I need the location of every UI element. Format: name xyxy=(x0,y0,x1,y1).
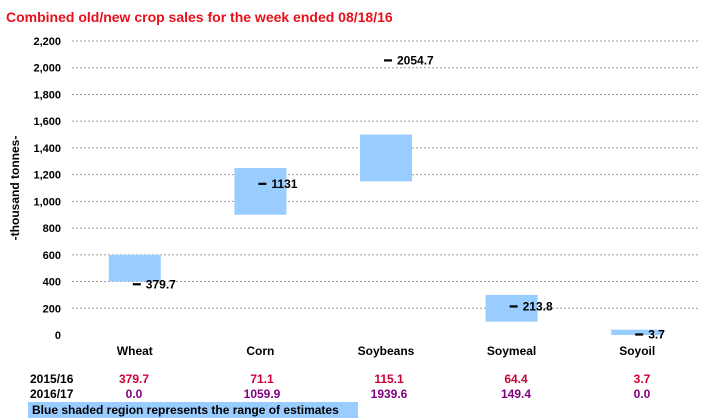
y-tick-label: 600 xyxy=(43,250,61,262)
category-label: Soymeal xyxy=(487,344,536,358)
y-tick-label: 1,200 xyxy=(33,170,61,182)
table-cell: 1059.9 xyxy=(243,387,281,401)
table-cell: 0.0 xyxy=(633,387,651,401)
row-label-2016-17: 2016/17 xyxy=(30,387,74,401)
legend-note: Blue shaded region represents the range … xyxy=(28,402,358,418)
category-label: Soyoil xyxy=(619,344,655,358)
y-tick-label: 800 xyxy=(43,223,61,235)
estimate-range-box xyxy=(611,329,664,335)
y-tick-label: 2,000 xyxy=(33,63,61,75)
y-axis-title: -thousand tonnes- xyxy=(8,136,22,241)
y-tick-label: 1,000 xyxy=(33,196,61,208)
row-label-2015-16: 2015/16 xyxy=(30,372,74,386)
value-label: 213.8 xyxy=(523,299,553,313)
y-tick-label: 1,800 xyxy=(33,89,61,101)
estimate-range-box xyxy=(485,294,538,322)
table-cell: 0.0 xyxy=(125,387,143,401)
chart-title: Combined old/new crop sales for the week… xyxy=(6,9,393,25)
value-label: 3.7 xyxy=(648,328,665,342)
table-cell: 379.7 xyxy=(118,372,150,386)
table-cell: 149.4 xyxy=(500,387,532,401)
table-cell: 71.1 xyxy=(250,372,274,386)
table-cell: 115.1 xyxy=(374,372,404,386)
y-tick-label: 400 xyxy=(43,277,61,289)
y-tick-label: 1,400 xyxy=(33,143,61,155)
value-label: 2054.7 xyxy=(397,53,434,67)
y-tick-label: 1,600 xyxy=(33,116,61,128)
table-cell: 1939.6 xyxy=(370,387,408,401)
y-tick-label: 0 xyxy=(55,330,61,342)
estimate-range-box xyxy=(360,134,412,182)
value-label: 379.7 xyxy=(146,277,176,291)
category-label: Corn xyxy=(246,344,274,358)
estimate-range-box xyxy=(108,254,161,282)
category-label: Soybeans xyxy=(358,344,415,358)
table-cell: 3.7 xyxy=(633,372,651,386)
value-label: 1131 xyxy=(271,177,297,191)
y-tick-label: 2,200 xyxy=(33,36,61,48)
y-tick-label: 200 xyxy=(43,303,61,315)
chart: 0 200 400 600 800 1,000 1,200 1,400 1,600 1,800 2,… xyxy=(8,36,700,358)
category-label: Wheat xyxy=(117,344,153,358)
estimate-range-box xyxy=(234,167,287,215)
table-cell: 64.4 xyxy=(504,372,528,386)
